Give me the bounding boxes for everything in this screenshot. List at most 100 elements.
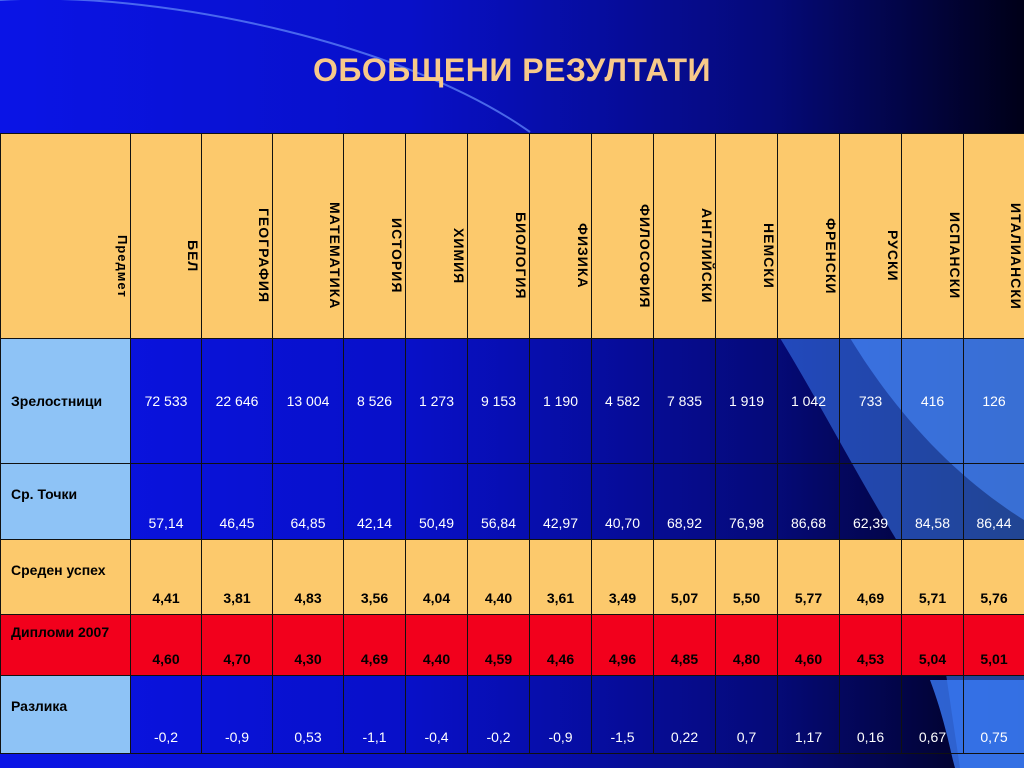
subject-header-cell: БИОЛОГИЯ [467, 133, 530, 339]
subject-header-cell: ГЕОГРАФИЯ [201, 133, 273, 339]
row-label: Среден успех [0, 539, 131, 615]
subject-header: МАТЕМАТИКА [327, 202, 343, 310]
row-label: Зрелостници [0, 338, 131, 464]
subject-header: ИСПАНСКИ [947, 212, 963, 300]
cell-value: 0,75 [963, 675, 1024, 754]
cell-value: 0,16 [839, 675, 902, 754]
subject-header-cell: ХИМИЯ [405, 133, 468, 339]
cell-value: 5,07 [653, 539, 716, 615]
cell-value: 4,96 [591, 614, 654, 676]
cell-value: 42,97 [529, 463, 592, 540]
cell-value: 5,76 [963, 539, 1024, 615]
cell-value: 84,58 [901, 463, 964, 540]
cell-value: 46,45 [201, 463, 273, 540]
cell-value: 0,53 [272, 675, 344, 754]
subject-header: ФРЕНСКИ [823, 217, 839, 295]
subject-header-cell: МАТЕМАТИКА [272, 133, 344, 339]
cell-value: 40,70 [591, 463, 654, 540]
cell-value: 4,59 [467, 614, 530, 676]
cell-value: -1,1 [343, 675, 406, 754]
cell-value: 4,04 [405, 539, 468, 615]
cell-value: 42,14 [343, 463, 406, 540]
subject-header-cell: НЕМСКИ [715, 133, 778, 339]
cell-value: 3,61 [529, 539, 592, 615]
cell-value: 4,80 [715, 614, 778, 676]
row-average-points: Ср. Точки 57,14 46,45 64,85 42,14 50,49 … [0, 463, 1024, 540]
cell-value: 76,98 [715, 463, 778, 540]
cell-value: 86,44 [963, 463, 1024, 540]
cell-value: 72 533 [130, 338, 202, 464]
header-row: Предмет БЕЛ ГЕОГРАФИЯ МАТЕМАТИКА ИСТОРИЯ… [0, 133, 1024, 339]
cell-value: 4,46 [529, 614, 592, 676]
cell-value: 56,84 [467, 463, 530, 540]
cell-value: 4,85 [653, 614, 716, 676]
cell-value: 4,60 [130, 614, 202, 676]
cell-value: 3,81 [201, 539, 273, 615]
cell-value: 57,14 [130, 463, 202, 540]
page-title: ОБОБЩЕНИ РЕЗУЛТАТИ [313, 52, 711, 88]
cell-value: 8 526 [343, 338, 406, 464]
subject-header: АНГЛИЙСКИ [699, 208, 715, 304]
results-table: Предмет БЕЛ ГЕОГРАФИЯ МАТЕМАТИКА ИСТОРИЯ… [0, 133, 1024, 754]
subject-header: ФИЛОСОФИЯ [637, 203, 653, 309]
cell-value: 7 835 [653, 338, 716, 464]
cell-value: 416 [901, 338, 964, 464]
cell-value: 4,83 [272, 539, 344, 615]
row-average-grade: Среден успех 4,41 3,81 4,83 3,56 4,04 4,… [0, 539, 1024, 615]
cell-value: 0,67 [901, 675, 964, 754]
cell-value: -0,9 [529, 675, 592, 754]
cell-value: -0,4 [405, 675, 468, 754]
cell-value: 5,04 [901, 614, 964, 676]
subject-header-cell: ФИЛОСОФИЯ [591, 133, 654, 339]
cell-value: 13 004 [272, 338, 344, 464]
subject-header-cell: ИСПАНСКИ [901, 133, 964, 339]
cell-value: 0,7 [715, 675, 778, 754]
cell-value: 3,49 [591, 539, 654, 615]
cell-value: 1 919 [715, 338, 778, 464]
cell-value: 4,41 [130, 539, 202, 615]
cell-value: 0,22 [653, 675, 716, 754]
cell-value: 126 [963, 338, 1024, 464]
cell-value: 5,01 [963, 614, 1024, 676]
cell-value: 4,53 [839, 614, 902, 676]
cell-value: 4,60 [777, 614, 840, 676]
cell-value: 9 153 [467, 338, 530, 464]
cell-value: -0,2 [130, 675, 202, 754]
cell-value: 5,77 [777, 539, 840, 615]
cell-value: 4,40 [467, 539, 530, 615]
cell-value: 22 646 [201, 338, 273, 464]
cell-value: 4,69 [343, 614, 406, 676]
subject-header-cell: ФИЗИКА [529, 133, 592, 339]
subject-header-cell: АНГЛИЙСКИ [653, 133, 716, 339]
subject-header: НЕМСКИ [761, 223, 777, 289]
header-row-label: Предмет [115, 234, 130, 298]
subject-header-cell: ИТАЛИАНСКИ [963, 133, 1024, 339]
cell-value: 733 [839, 338, 902, 464]
subject-header-cell: РУСКИ [839, 133, 902, 339]
subject-header-cell: БЕЛ [130, 133, 202, 339]
cell-value: -0,9 [201, 675, 273, 754]
cell-value: 4,40 [405, 614, 468, 676]
cell-value: 4,69 [839, 539, 902, 615]
cell-value: 1 273 [405, 338, 468, 464]
subject-header: ИТАЛИАНСКИ [1008, 202, 1024, 310]
cell-value: 62,39 [839, 463, 902, 540]
row-diplomas-2007: Дипломи 2007 4,60 4,70 4,30 4,69 4,40 4,… [0, 614, 1024, 676]
cell-value: 1 042 [777, 338, 840, 464]
cell-value: 4,70 [201, 614, 273, 676]
row-difference: Разлика -0,2 -0,9 0,53 -1,1 -0,4 -0,2 -0… [0, 675, 1024, 754]
row-label: Ср. Точки [0, 463, 131, 540]
subject-header: БИОЛОГИЯ [513, 212, 529, 300]
subject-header-cell: ФРЕНСКИ [777, 133, 840, 339]
cell-value: 68,92 [653, 463, 716, 540]
row-graduates: Зрелостници 72 533 22 646 13 004 8 526 1… [0, 338, 1024, 464]
cell-value: -0,2 [467, 675, 530, 754]
cell-value: 3,56 [343, 539, 406, 615]
cell-value: 4,30 [272, 614, 344, 676]
cell-value: -1,5 [591, 675, 654, 754]
subject-header: РУСКИ [885, 230, 901, 282]
cell-value: 64,85 [272, 463, 344, 540]
cell-value: 4 582 [591, 338, 654, 464]
cell-value: 1,17 [777, 675, 840, 754]
subject-header: ИСТОРИЯ [389, 218, 405, 294]
